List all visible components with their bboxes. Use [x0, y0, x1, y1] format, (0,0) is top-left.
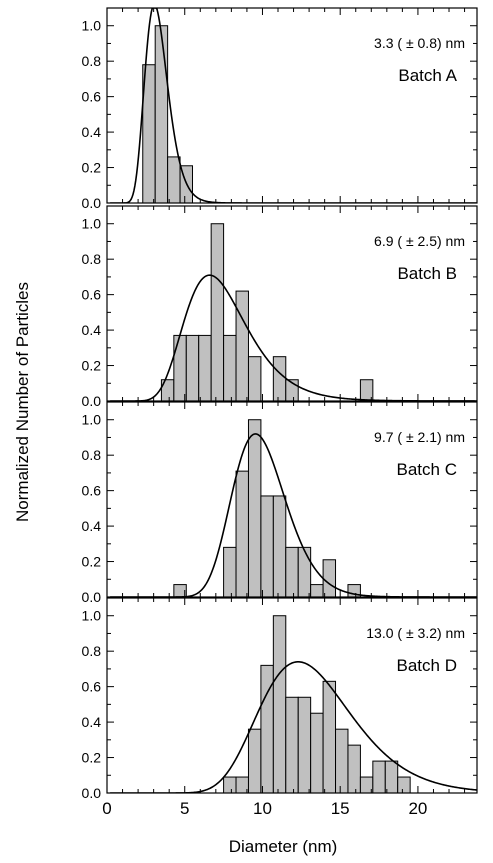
- histogram-bar: [235, 290, 249, 402]
- histogram-bar: [285, 546, 299, 598]
- y-tick-label: 0.4: [82, 322, 102, 338]
- batch-label: Batch D: [397, 656, 457, 675]
- histogram-bar: [223, 546, 237, 598]
- histogram-bar: [247, 419, 262, 598]
- panel-frame: [106, 7, 478, 204]
- y-tick-label: 0.4: [82, 124, 102, 140]
- histogram-bar: [384, 760, 399, 794]
- histogram-bar: [260, 495, 274, 598]
- histogram-bar: [223, 776, 237, 794]
- y-tick-label: 0.0: [82, 393, 102, 409]
- y-tick-label: 0.2: [82, 750, 102, 766]
- histogram-bar: [154, 25, 169, 204]
- histogram-bar: [173, 334, 187, 402]
- y-tick-label: 0.8: [82, 447, 102, 463]
- y-tick-label: 0.2: [82, 160, 102, 176]
- histogram-bar: [397, 776, 411, 794]
- y-axis-label: Normalized Number of Particles: [13, 282, 32, 522]
- y-tick-label: 0.8: [82, 53, 102, 69]
- x-axis-label: Diameter (nm): [229, 837, 338, 856]
- histogram-bar: [272, 356, 287, 402]
- y-tick-label: 1.0: [82, 216, 102, 232]
- panel-frame: [106, 205, 478, 402]
- x-tick-label: 20: [408, 799, 427, 818]
- y-tick-label: 0.0: [82, 195, 102, 211]
- histogram-bar: [310, 584, 324, 598]
- histogram-bar: [372, 760, 386, 794]
- batch-label: Batch B: [397, 264, 457, 283]
- y-tick-label: 0.6: [82, 89, 102, 105]
- y-tick-label: 0.4: [82, 518, 102, 534]
- x-tick-label: 5: [180, 799, 189, 818]
- y-tick-label: 0.8: [82, 643, 102, 659]
- histogram-bar: [210, 223, 225, 402]
- histogram-bar: [235, 470, 249, 598]
- histogram-bar: [272, 495, 287, 598]
- y-tick-label: 0.0: [82, 785, 102, 801]
- histogram-bar: [247, 356, 262, 402]
- size-annotation: 13.0 ( ± 3.2) nm: [366, 625, 465, 641]
- size-annotation: 9.7 ( ± 2.1) nm: [374, 429, 465, 445]
- histogram-bar: [198, 334, 212, 402]
- histogram-bar: [247, 728, 262, 794]
- y-tick-label: 0.8: [82, 251, 102, 267]
- y-tick-label: 1.0: [82, 412, 102, 428]
- y-tick-label: 1.0: [82, 18, 102, 34]
- histogram-bar: [322, 559, 337, 598]
- size-annotation: 6.9 ( ± 2.5) nm: [374, 233, 465, 249]
- y-tick-label: 0.6: [82, 679, 102, 695]
- batch-label: Batch A: [398, 66, 457, 85]
- histogram-bar: [185, 334, 200, 402]
- y-tick-label: 0.6: [82, 287, 102, 303]
- y-tick-label: 1.0: [82, 608, 102, 624]
- panel-3: 0.0 0.2 0.4 0.6 0.8 1.0 9.7 ( ± 2.1) nm Batch C: [82, 401, 478, 605]
- x-tick-label: 15: [331, 799, 350, 818]
- histogram-bar: [335, 728, 349, 794]
- histogram-bar: [297, 696, 312, 794]
- batch-label: Batch C: [397, 460, 457, 479]
- fit-curve: [110, 8, 477, 203]
- panel-2: 0.0 0.2 0.4 0.6 0.8 1.0 6.9 ( ± 2.5) nm Batch B: [82, 205, 478, 409]
- size-annotation: 3.3 ( ± 0.8) nm: [374, 35, 465, 51]
- y-tick-label: 0.2: [82, 358, 102, 374]
- panel-frame: [106, 401, 478, 598]
- y-tick-label: 0.4: [82, 714, 102, 730]
- y-tick-label: 0.6: [82, 483, 102, 499]
- y-tick-label: 0.2: [82, 554, 102, 570]
- panel-1: 0.0 0.2 0.4 0.6 0.8 1.0 3.3 ( ± 0.8) nm Batch A: [82, 7, 478, 211]
- x-tick-label: 0: [102, 799, 111, 818]
- histogram-bar: [347, 744, 361, 794]
- histogram-bar: [272, 615, 287, 794]
- histogram-bar: [167, 156, 181, 204]
- histogram-bar: [285, 696, 299, 794]
- panel-frame: [106, 597, 478, 794]
- y-tick-label: 0.0: [82, 589, 102, 605]
- histogram-bar: [297, 546, 312, 598]
- x-tick-label: 10: [253, 799, 272, 818]
- histogram-bar: [322, 680, 337, 794]
- fit-curve: [110, 661, 477, 793]
- histogram-bar: [310, 712, 324, 794]
- panels-group: 0.0 0.2 0.4 0.6 0.8 1.0 3.3 ( ± 0.8) nm Batch A…: [82, 7, 478, 818]
- histogram-bar: [223, 334, 237, 402]
- panel-4: 0.0 0.2 0.4 0.6 0.8 1.0 13.0 ( ± 3.2) nm Batch …: [82, 597, 478, 801]
